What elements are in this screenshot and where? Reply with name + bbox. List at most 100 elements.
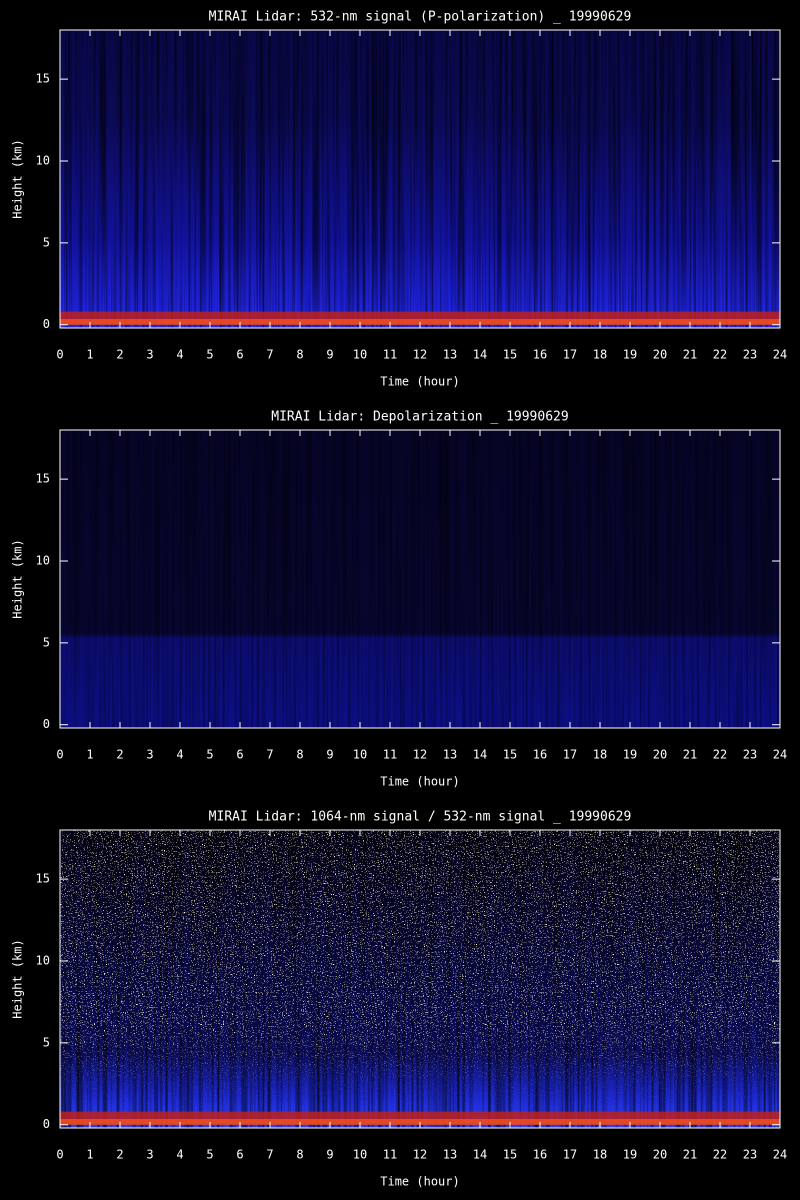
speckles: [60, 30, 780, 328]
chart-title: MIRAI Lidar: Depolarization _ 19990629: [271, 410, 568, 425]
y-tick-label: 5: [43, 635, 50, 649]
chart-title: MIRAI Lidar: 1064-nm signal / 532-nm sig…: [209, 810, 632, 825]
speckles: [60, 830, 780, 1128]
speckle-layer: [60, 30, 780, 328]
x-tick-label: 11: [383, 348, 397, 362]
x-tick-label: 20: [653, 348, 667, 362]
x-tick-label: 17: [563, 1148, 577, 1162]
speckle-layer: [60, 430, 780, 728]
x-tick-label: 9: [326, 1148, 333, 1162]
x-tick-label: 12: [413, 348, 427, 362]
x-tick-label: 6: [236, 348, 243, 362]
x-tick-label: 14: [473, 348, 487, 362]
x-tick-label: 1: [86, 1148, 93, 1162]
x-tick-label: 6: [236, 748, 243, 762]
x-tick-label: 24: [773, 348, 787, 362]
x-tick-label: 0: [56, 1148, 63, 1162]
x-tick-label: 1: [86, 748, 93, 762]
y-axis-label: Height (km): [11, 139, 25, 218]
x-tick-label: 2: [116, 1148, 123, 1162]
x-tick-label: 12: [413, 748, 427, 762]
y-tick-label: 15: [36, 472, 50, 486]
x-tick-label: 21: [683, 748, 697, 762]
x-tick-label: 4: [176, 348, 183, 362]
y-tick-label: 10: [36, 953, 50, 967]
x-tick-label: 18: [593, 748, 607, 762]
x-tick-label: 10: [353, 348, 367, 362]
x-tick-label: 4: [176, 748, 183, 762]
x-tick-label: 23: [743, 1148, 757, 1162]
x-tick-label: 13: [443, 1148, 457, 1162]
x-tick-label: 17: [563, 348, 577, 362]
y-tick-label: 5: [43, 235, 50, 249]
x-tick-label: 11: [383, 1148, 397, 1162]
x-tick-label: 19: [623, 1148, 637, 1162]
y-tick-label: 0: [43, 717, 50, 731]
x-tick-label: 10: [353, 1148, 367, 1162]
x-tick-label: 5: [206, 1148, 213, 1162]
y-axis-label: Height (km): [11, 539, 25, 618]
x-tick-label: 13: [443, 348, 457, 362]
x-tick-label: 8: [296, 348, 303, 362]
x-tick-label: 19: [623, 748, 637, 762]
x-tick-label: 9: [326, 748, 333, 762]
x-tick-label: 23: [743, 348, 757, 362]
x-tick-label: 16: [533, 1148, 547, 1162]
x-tick-label: 22: [713, 348, 727, 362]
y-tick-label: 0: [43, 1117, 50, 1131]
speckles: [60, 430, 780, 728]
speckle-layer: [60, 830, 780, 1128]
x-tick-label: 24: [773, 748, 787, 762]
x-tick-label: 9: [326, 348, 333, 362]
y-tick-label: 15: [36, 72, 50, 86]
y-tick-label: 15: [36, 872, 50, 886]
x-tick-label: 23: [743, 748, 757, 762]
x-tick-label: 7: [266, 348, 273, 362]
x-tick-label: 16: [533, 748, 547, 762]
y-tick-label: 10: [36, 553, 50, 567]
y-tick-label: 0: [43, 317, 50, 331]
x-axis-label: Time (hour): [380, 775, 459, 789]
x-tick-label: 18: [593, 1148, 607, 1162]
x-tick-label: 17: [563, 748, 577, 762]
x-tick-label: 21: [683, 1148, 697, 1162]
x-tick-label: 6: [236, 1148, 243, 1162]
x-tick-label: 18: [593, 348, 607, 362]
x-tick-label: 5: [206, 348, 213, 362]
x-axis-label: Time (hour): [380, 375, 459, 389]
chart-title: MIRAI Lidar: 532-nm signal (P-polarizati…: [209, 10, 632, 25]
x-tick-label: 8: [296, 1148, 303, 1162]
x-tick-label: 19: [623, 348, 637, 362]
x-tick-label: 13: [443, 748, 457, 762]
x-tick-label: 1: [86, 348, 93, 362]
x-tick-label: 2: [116, 348, 123, 362]
x-tick-label: 15: [503, 748, 517, 762]
x-tick-label: 15: [503, 348, 517, 362]
x-tick-label: 16: [533, 348, 547, 362]
x-tick-label: 2: [116, 748, 123, 762]
y-tick-label: 10: [36, 153, 50, 167]
x-tick-label: 14: [473, 1148, 487, 1162]
x-tick-label: 10: [353, 748, 367, 762]
y-tick-label: 5: [43, 1035, 50, 1049]
x-tick-label: 20: [653, 1148, 667, 1162]
x-tick-label: 8: [296, 748, 303, 762]
x-tick-label: 15: [503, 1148, 517, 1162]
x-tick-label: 20: [653, 748, 667, 762]
x-tick-label: 4: [176, 1148, 183, 1162]
x-tick-label: 3: [146, 1148, 153, 1162]
x-tick-label: 5: [206, 748, 213, 762]
x-tick-label: 11: [383, 748, 397, 762]
x-tick-label: 0: [56, 748, 63, 762]
x-tick-label: 12: [413, 1148, 427, 1162]
y-axis-label: Height (km): [11, 939, 25, 1018]
x-tick-label: 24: [773, 1148, 787, 1162]
x-tick-label: 7: [266, 748, 273, 762]
x-tick-label: 7: [266, 1148, 273, 1162]
x-tick-label: 14: [473, 748, 487, 762]
x-tick-label: 3: [146, 748, 153, 762]
x-tick-label: 0: [56, 348, 63, 362]
x-tick-label: 3: [146, 348, 153, 362]
